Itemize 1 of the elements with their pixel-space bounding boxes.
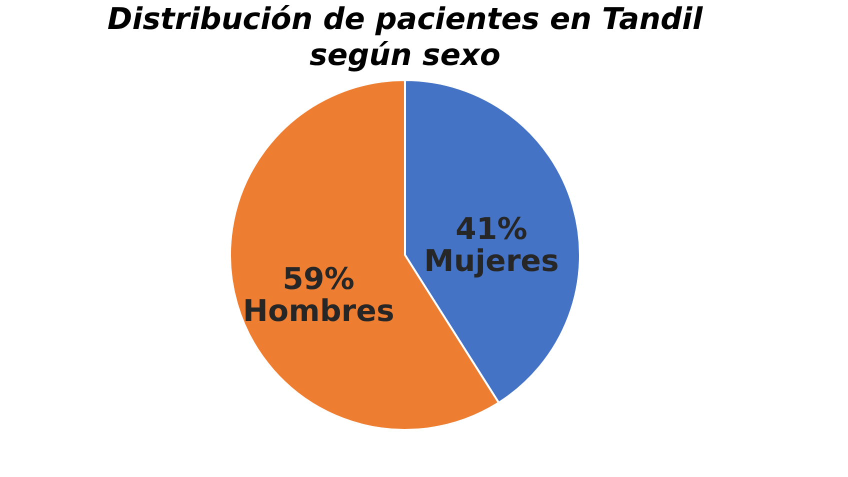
chart-title: Distribución de pacientes en Tandil según sexo (107, 2, 704, 73)
